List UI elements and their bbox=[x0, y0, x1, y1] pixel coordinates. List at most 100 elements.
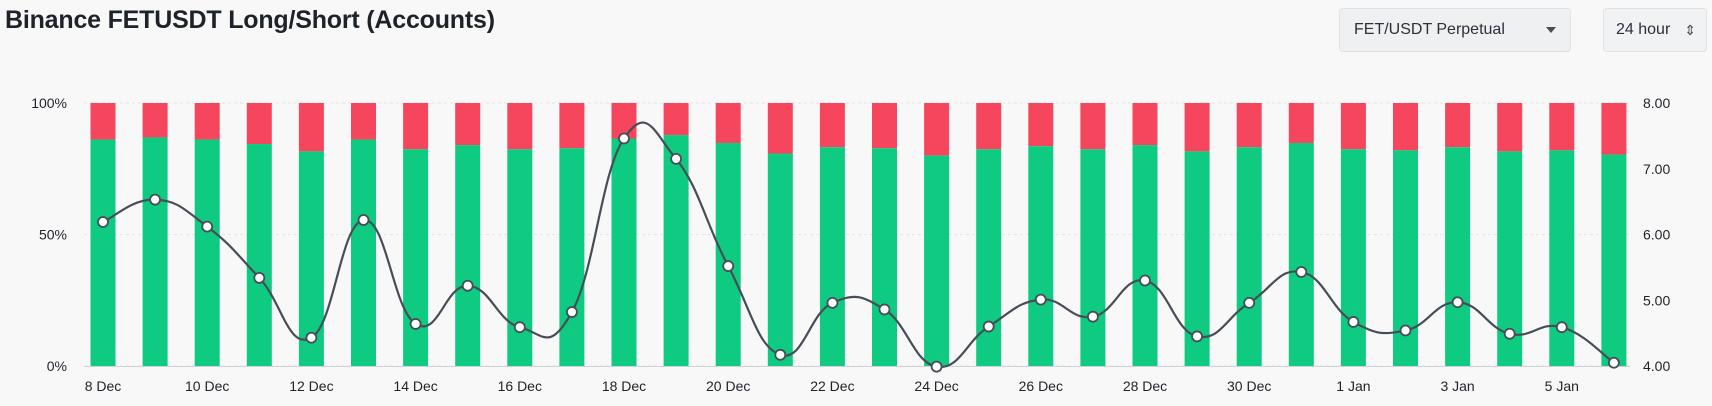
long-bar bbox=[403, 149, 429, 366]
x-tick-label: 26 Dec bbox=[1019, 378, 1063, 394]
x-tick-label: 30 Dec bbox=[1227, 378, 1271, 394]
long-bar bbox=[507, 149, 533, 366]
long-bar bbox=[1445, 147, 1471, 366]
short-bar bbox=[298, 103, 324, 152]
period-select[interactable]: 24 hour ⇕ bbox=[1603, 8, 1707, 52]
long-bar bbox=[1236, 147, 1262, 366]
ratio-point bbox=[357, 214, 370, 226]
short-bar bbox=[351, 103, 376, 140]
x-tick-label: 8 Dec bbox=[85, 378, 122, 394]
symbol-select[interactable]: FET/USDT Perpetual bbox=[1339, 8, 1571, 52]
ratio-point bbox=[97, 216, 109, 228]
long-bar bbox=[872, 148, 897, 366]
x-tick-label: 16 Dec bbox=[498, 378, 542, 394]
ratio-point bbox=[1191, 330, 1203, 343]
long-bar bbox=[663, 135, 689, 366]
long-bar bbox=[1549, 150, 1575, 366]
ratio-point bbox=[461, 279, 474, 292]
long-bar bbox=[1132, 145, 1158, 366]
ratio-point bbox=[826, 296, 839, 309]
short-bar bbox=[507, 103, 533, 150]
x-tick-label: 5 Jan bbox=[1545, 378, 1579, 394]
ratio-point bbox=[1243, 296, 1256, 309]
long-bar bbox=[351, 139, 376, 366]
short-bar bbox=[663, 103, 689, 136]
ratio-point bbox=[1034, 293, 1047, 306]
ratio-point bbox=[1139, 274, 1151, 287]
ratio-point bbox=[982, 320, 995, 333]
short-bar bbox=[142, 103, 168, 138]
ratio-point bbox=[409, 318, 422, 330]
short-bar bbox=[455, 103, 481, 146]
ratio-point bbox=[1503, 327, 1516, 340]
ratio-point bbox=[149, 193, 162, 206]
y-left-tick-label: 50% bbox=[39, 227, 67, 243]
short-bar bbox=[1236, 103, 1262, 148]
short-bar bbox=[611, 103, 637, 139]
ratio-point bbox=[1555, 321, 1568, 334]
long-bar bbox=[194, 139, 220, 366]
long-bar bbox=[819, 147, 845, 366]
y-left-tick-label: 100% bbox=[31, 95, 67, 111]
long-bar bbox=[1601, 154, 1627, 366]
ratio-point bbox=[878, 303, 891, 316]
ratio-point bbox=[618, 132, 630, 145]
short-bar bbox=[90, 103, 116, 140]
short-bar bbox=[1497, 103, 1523, 152]
short-bar bbox=[767, 103, 793, 154]
short-bar bbox=[1445, 103, 1471, 148]
ratio-point bbox=[566, 306, 578, 318]
short-bar bbox=[1340, 103, 1366, 150]
long-bar bbox=[90, 139, 116, 366]
ratio-point bbox=[201, 220, 214, 233]
short-bar bbox=[819, 103, 845, 148]
long-bar bbox=[246, 144, 272, 366]
short-bar bbox=[559, 103, 585, 149]
long-bar bbox=[1340, 149, 1366, 366]
long-bar bbox=[142, 137, 168, 366]
x-tick-label: 24 Dec bbox=[914, 378, 958, 394]
x-tick-label: 28 Dec bbox=[1123, 378, 1167, 394]
long-bar bbox=[559, 148, 585, 366]
ratio-point bbox=[930, 360, 943, 373]
long-bar bbox=[455, 145, 481, 366]
x-tick-label: 3 Jan bbox=[1440, 378, 1474, 394]
short-bar bbox=[1288, 103, 1314, 143]
y-right-tick-label: 7.00 bbox=[1643, 161, 1670, 177]
chevron-down-icon bbox=[1546, 27, 1556, 33]
short-bar bbox=[1549, 103, 1575, 151]
ratio-point bbox=[1295, 266, 1308, 278]
ratio-point bbox=[1608, 356, 1620, 369]
ratio-point bbox=[774, 348, 787, 361]
ratio-line bbox=[102, 121, 1615, 368]
y-right-tick-label: 6.00 bbox=[1643, 227, 1670, 243]
x-tick-label: 12 Dec bbox=[289, 378, 333, 394]
ratio-point bbox=[513, 321, 526, 334]
long-bar bbox=[1288, 142, 1314, 366]
short-bar bbox=[924, 103, 950, 156]
ratio-point bbox=[305, 331, 318, 344]
symbol-select-value: FET/USDT Perpetual bbox=[1354, 21, 1505, 38]
long-bar bbox=[767, 153, 793, 366]
short-bar bbox=[403, 103, 429, 150]
long-bar bbox=[611, 138, 637, 366]
updown-chevron-icon: ⇕ bbox=[1684, 22, 1696, 38]
short-bar bbox=[246, 103, 272, 145]
short-bar bbox=[1132, 103, 1158, 146]
ratio-point bbox=[722, 260, 735, 272]
period-select-value: 24 hour bbox=[1616, 21, 1671, 38]
short-bar bbox=[976, 103, 1002, 150]
ratio-point bbox=[1451, 296, 1464, 309]
chart-title: Binance FETUSDT Long/Short (Accounts) bbox=[5, 6, 495, 34]
short-bar bbox=[1393, 103, 1418, 151]
ratio-point bbox=[670, 152, 682, 165]
long-bar bbox=[924, 155, 950, 366]
x-tick-label: 14 Dec bbox=[393, 378, 437, 394]
x-tick-label: 18 Dec bbox=[602, 378, 646, 394]
ratio-point bbox=[1087, 310, 1099, 323]
short-bar bbox=[1080, 103, 1106, 150]
long-bar bbox=[1080, 149, 1106, 366]
short-bar bbox=[194, 103, 220, 140]
ratio-point bbox=[253, 271, 266, 284]
